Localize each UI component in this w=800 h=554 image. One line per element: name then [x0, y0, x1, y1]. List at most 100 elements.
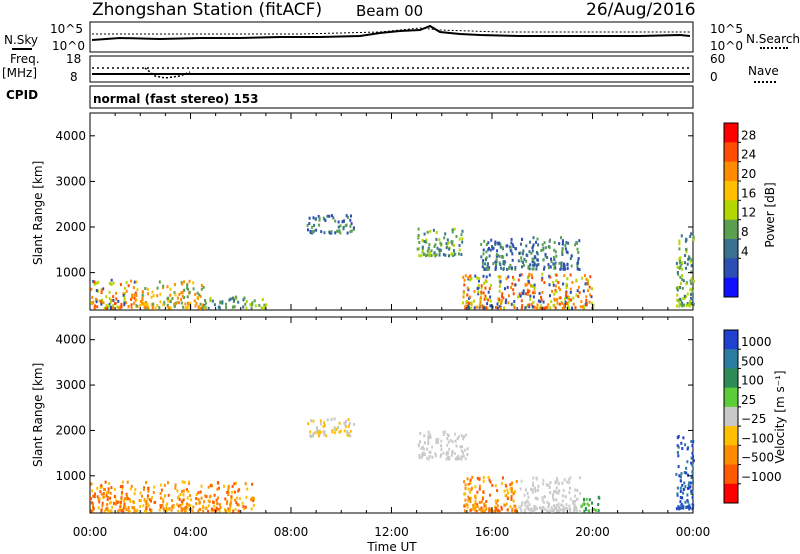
range-gate-cell [107, 509, 110, 513]
range-gate-cell [150, 509, 152, 513]
range-gate-cell [258, 303, 261, 307]
nsky-strip [89, 21, 694, 53]
range-gate-cell [147, 489, 150, 493]
range-gate-cell [133, 293, 136, 297]
range-gate-cell [488, 287, 491, 291]
range-gate-cell [165, 504, 168, 508]
range-gate-cell [169, 287, 172, 291]
range-gate-cell [501, 246, 504, 250]
range-gate-cell [121, 490, 123, 494]
range-gate-cell [506, 508, 509, 512]
range-gate-cell [558, 489, 561, 493]
range-gate-cell [688, 256, 691, 260]
range-gate-cell [564, 267, 567, 271]
range-gate-cell [532, 483, 534, 487]
range-gate-cell [226, 491, 229, 494]
range-gate-cell [511, 258, 514, 262]
range-gate-cell [562, 489, 565, 492]
range-gate-cell [534, 489, 537, 493]
range-gate-cell [567, 300, 570, 304]
range-gate-cell [115, 297, 118, 301]
range-gate-cell [106, 506, 109, 510]
range-gate-cell [502, 255, 505, 259]
range-gate-cell [529, 240, 531, 244]
range-gate-cell [549, 275, 552, 279]
data-patch [675, 232, 695, 308]
range-gate-cell [494, 484, 497, 488]
range-gate-cell [532, 291, 535, 295]
range-gate-cell [451, 240, 454, 244]
range-gate-cell [541, 496, 544, 500]
range-gate-cell [171, 505, 174, 509]
range-gate-cell [93, 495, 96, 499]
range-gate-cell [130, 297, 132, 301]
range-gate-cell [686, 302, 689, 306]
range-gate-cell [464, 274, 467, 278]
range-gate-cell [517, 278, 520, 282]
range-gate-cell [496, 306, 499, 310]
data-patch [480, 236, 581, 271]
range-gate-cell [585, 277, 588, 281]
range-gate-cell [526, 491, 529, 495]
range-gate-cell [260, 306, 263, 310]
range-gate-cell [207, 504, 210, 508]
range-gate-cell [434, 243, 437, 247]
range-gate-cell [421, 445, 424, 449]
range-gate-cell [186, 295, 189, 299]
range-gate-cell [569, 287, 572, 291]
range-gate-cell [556, 476, 558, 480]
range-gate-cell [121, 480, 124, 484]
range-gate-cell [506, 244, 509, 248]
range-gate-cell [531, 258, 534, 261]
range-gate-cell [530, 509, 533, 513]
range-gate-cell [448, 456, 451, 460]
range-gate-cell [229, 501, 232, 505]
range-gate-cell [94, 297, 97, 301]
range-gate-cell [159, 496, 162, 500]
range-gate-cell [495, 253, 498, 257]
range-gate-cell [178, 497, 181, 501]
range-gate-cell [132, 286, 135, 289]
range-gate-cell [531, 305, 534, 309]
range-gate-cell [138, 499, 141, 503]
range-gate-cell [482, 291, 485, 295]
range-gate-cell [125, 289, 128, 293]
range-gate-cell [463, 448, 466, 452]
range-gate-cell [468, 490, 471, 494]
range-gate-cell [467, 276, 470, 280]
range-gate-cell [480, 506, 483, 510]
range-gate-cell [418, 254, 421, 258]
range-gate-cell [565, 291, 568, 295]
range-gate-cell [151, 305, 154, 309]
range-gate-cell [453, 249, 455, 253]
range-gate-cell [680, 505, 683, 509]
range-gate-cell [531, 276, 534, 280]
range-gate-cell [692, 279, 695, 283]
range-gate-cell [494, 499, 497, 503]
range-gate-cell [474, 274, 477, 278]
range-gate-cell [343, 421, 346, 425]
range-gate-cell [519, 294, 522, 298]
range-gate-cell [423, 441, 426, 445]
x-tick-label: 08:00 [274, 525, 309, 539]
range-gate-cell [105, 494, 108, 498]
range-gate-cell [555, 498, 558, 502]
range-gate-cell [165, 509, 168, 513]
range-gate-cell [548, 245, 551, 249]
range-gate-cell [169, 293, 172, 297]
range-gate-cell [417, 443, 420, 447]
range-gate-cell [201, 306, 204, 310]
range-gate-cell [489, 480, 492, 484]
range-gate-cell [689, 279, 692, 283]
range-gate-cell [463, 283, 466, 287]
range-gate-cell [685, 282, 688, 286]
range-gate-cell [576, 261, 579, 265]
range-gate-cell [479, 296, 482, 300]
range-gate-cell [469, 274, 472, 278]
nsky-legend-line [12, 48, 32, 50]
range-gate-cell [524, 488, 527, 492]
range-gate-cell [496, 499, 499, 503]
data-patch [203, 295, 268, 310]
range-gate-cell [575, 507, 578, 511]
range-gate-cell [470, 277, 473, 280]
